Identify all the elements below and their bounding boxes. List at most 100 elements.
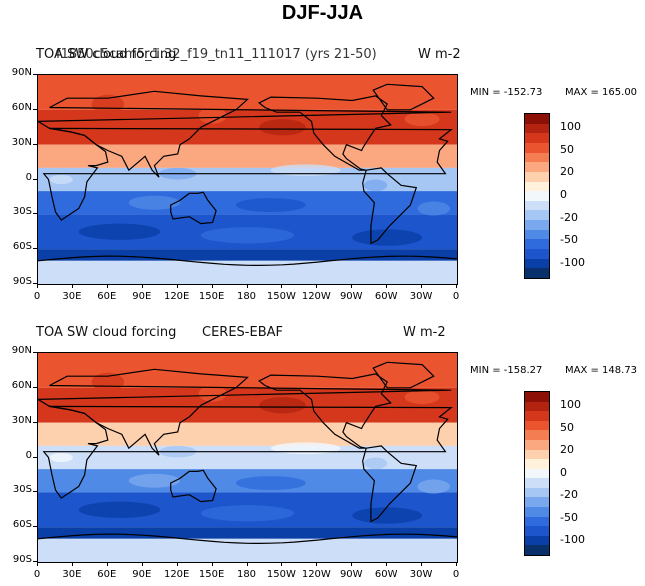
x-tick-label: 120E xyxy=(163,291,190,302)
heatmap-band xyxy=(38,527,457,539)
coastline xyxy=(38,368,452,456)
heatmap-field-patch xyxy=(404,112,440,127)
x-tick-label: 150W xyxy=(266,291,296,302)
colorbar-swatch xyxy=(525,162,549,173)
coastline xyxy=(362,167,418,245)
colorbar-swatch xyxy=(525,181,549,192)
heatmap-field-patch xyxy=(200,227,295,244)
colorbar-swatch xyxy=(525,392,549,403)
x-tick-label: 60E xyxy=(97,569,117,580)
heatmap-band xyxy=(38,387,457,423)
colorbar-label: 20 xyxy=(560,165,574,179)
x-tick-mark xyxy=(386,284,388,288)
heatmap-field-patch xyxy=(198,107,227,124)
x-tick-label: 90E xyxy=(132,569,152,580)
y-tick-mark xyxy=(33,283,37,284)
y-tick-label: 60N xyxy=(11,379,32,391)
y-tick-label: 0 xyxy=(25,449,32,461)
heatmap-band xyxy=(38,249,457,261)
y-tick-label: 30S xyxy=(12,484,32,496)
colorbar-swatch xyxy=(525,468,549,479)
x-tick-mark xyxy=(421,562,423,566)
x-tick-label: 60E xyxy=(97,291,117,302)
x-tick-mark xyxy=(456,284,457,288)
colorbar-swatch xyxy=(525,239,549,250)
y-tick-label: 30N xyxy=(11,136,32,148)
y-tick-label: 30S xyxy=(12,206,32,218)
y-tick-mark xyxy=(33,526,37,528)
x-tick-label: 0 xyxy=(33,291,41,302)
colorbar-swatch xyxy=(525,133,549,144)
heatmap-band xyxy=(38,260,457,284)
colorbar-label: 50 xyxy=(560,142,574,156)
heatmap-svg xyxy=(38,75,457,284)
x-tick-mark xyxy=(71,562,73,566)
y-tick-label: 90S xyxy=(12,554,32,565)
colorbar-label: 50 xyxy=(560,420,574,434)
panel-units: W m-2 xyxy=(418,47,461,62)
x-tick-label: 60W xyxy=(374,569,398,580)
x-tick-mark xyxy=(281,284,283,288)
colorbar-label: -20 xyxy=(560,210,578,224)
coastline xyxy=(257,95,392,171)
colorbar-swatch xyxy=(525,249,549,260)
min-value-label: MIN = -158.27 xyxy=(470,365,543,376)
panel-title-left: TOA SW cloud forcing xyxy=(36,325,177,340)
colorbar-swatch xyxy=(525,268,549,279)
heatmap-band xyxy=(38,538,457,562)
colorbar-swatch xyxy=(525,401,549,412)
heatmap-field-patch xyxy=(235,476,306,491)
y-tick-label: 90N xyxy=(11,67,32,78)
colorbar-swatch xyxy=(525,487,549,498)
x-tick-label: 30E xyxy=(62,569,82,580)
colorbar-label: -50 xyxy=(560,510,578,524)
x-tick-mark xyxy=(106,284,108,288)
colorbar-swatch xyxy=(525,497,549,508)
x-tick-mark xyxy=(106,562,108,566)
x-tick-mark xyxy=(316,562,318,566)
coastline xyxy=(372,361,435,389)
colorbar-swatch xyxy=(525,142,549,154)
heatmap-field-patch xyxy=(49,174,73,185)
colorbar-swatch xyxy=(525,114,549,125)
heatmap-field-patch xyxy=(91,372,125,392)
coastline xyxy=(372,83,435,111)
x-tick-label: 60W xyxy=(374,291,398,302)
x-tick-label: 0 xyxy=(33,569,41,580)
x-tick-label: 90W xyxy=(339,291,363,302)
panel-units: W m-2 xyxy=(403,325,446,340)
x-tick-label: 90W xyxy=(339,569,363,580)
y-tick-mark xyxy=(33,248,37,250)
y-tick-mark xyxy=(33,561,37,562)
colorbar-swatch xyxy=(525,526,549,537)
y-tick-mark xyxy=(33,491,37,493)
colorbar-swatch xyxy=(525,171,549,183)
colorbar-swatch xyxy=(525,478,549,489)
colorbar-swatch xyxy=(525,123,549,134)
coastline xyxy=(362,445,418,523)
x-tick-label: 0 xyxy=(452,569,460,580)
colorbar-swatch xyxy=(525,258,549,269)
x-tick-mark xyxy=(421,284,423,288)
x-tick-mark xyxy=(386,562,388,566)
x-tick-label: 30E xyxy=(62,291,82,302)
y-tick-label: 90S xyxy=(12,276,32,287)
x-tick-mark xyxy=(351,562,353,566)
x-tick-label: 150E xyxy=(198,569,225,580)
coastline-antarctica xyxy=(38,255,457,267)
x-tick-label: 30W xyxy=(409,291,433,302)
coastline xyxy=(38,90,452,178)
x-tick-mark xyxy=(37,284,38,288)
x-tick-label: 150E xyxy=(198,291,225,302)
x-tick-mark xyxy=(176,562,178,566)
x-tick-mark xyxy=(141,284,143,288)
heatmap-field-patch xyxy=(198,385,227,402)
x-tick-mark xyxy=(351,284,353,288)
heatmap-field-patch xyxy=(78,223,161,240)
colorbar-swatch xyxy=(525,220,549,231)
max-value-label: MAX = 148.73 xyxy=(565,365,638,376)
heatmap-field-patch xyxy=(49,452,73,463)
colorbar-swatch xyxy=(525,430,549,441)
colorbar-label: 100 xyxy=(560,398,581,411)
y-tick-mark xyxy=(33,143,37,145)
